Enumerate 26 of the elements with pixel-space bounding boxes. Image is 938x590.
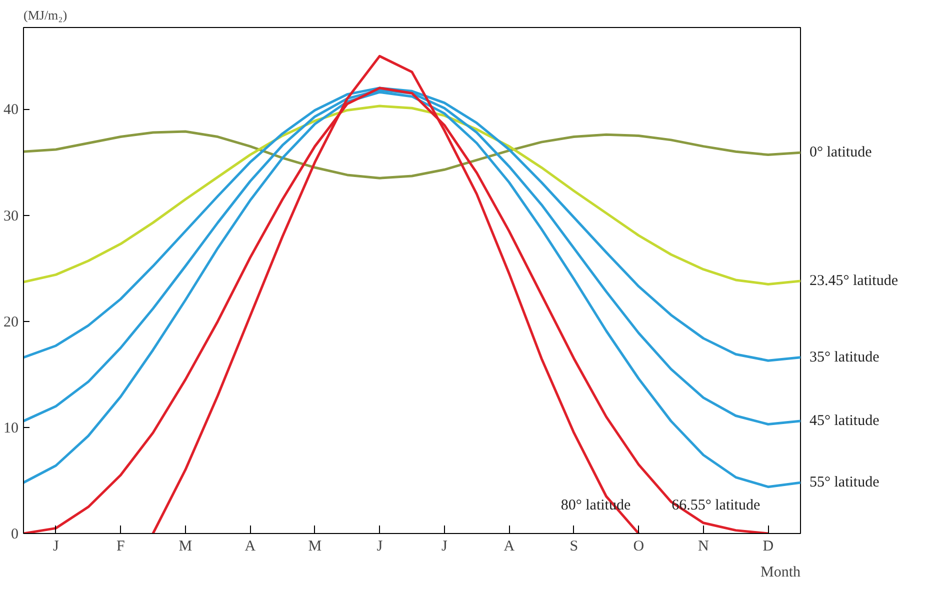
series-label: 35° latitude <box>810 349 880 366</box>
x-tick-label: M <box>178 538 192 554</box>
series-label: 0° latitude <box>810 144 872 161</box>
x-tick-label: J <box>52 538 59 554</box>
series-label: 45° latitude <box>810 413 880 430</box>
y-tick-label: 10 <box>4 420 18 436</box>
y-tick-label: 20 <box>4 314 18 330</box>
x-axis-title: Month <box>760 564 801 580</box>
y-tick-label: 0 <box>11 526 18 542</box>
y-axis-title: (MJ/m₂) <box>24 8 68 22</box>
line-series <box>24 104 800 286</box>
x-tick-label: N <box>698 538 709 554</box>
x-tick-label: J <box>441 538 448 554</box>
x-tick-label: S <box>570 538 578 554</box>
x-tick-label: F <box>116 538 125 554</box>
x-tick-label: J <box>376 538 383 554</box>
series-label: 23.45° latitude <box>810 273 898 290</box>
y-tick-label: 30 <box>4 208 18 224</box>
x-tick-label: A <box>244 538 256 554</box>
series-label: 55° latitude <box>810 474 880 491</box>
x-tick-label: D <box>762 538 774 554</box>
x-tick-label: M <box>308 538 322 554</box>
y-tick-label: 40 <box>4 102 18 118</box>
line-series <box>24 130 800 180</box>
x-tick-label: O <box>633 538 644 554</box>
x-tick-label: A <box>504 538 515 554</box>
